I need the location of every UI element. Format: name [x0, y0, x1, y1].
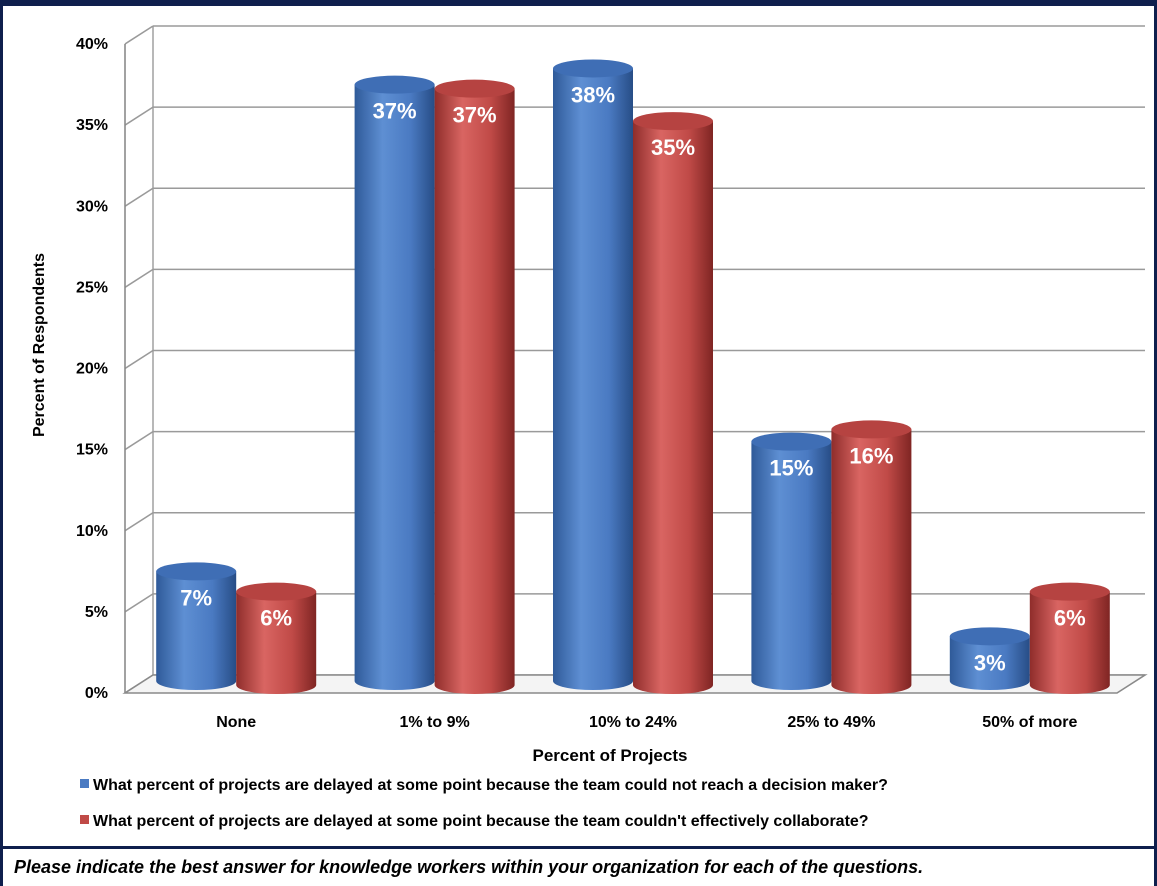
data-label: 16%	[849, 443, 893, 468]
bar: 7%	[156, 562, 237, 690]
y-tick-label: 40%	[76, 36, 108, 53]
bar-chart: 0% 5% 10% 15% 20% 25% 30% 35% 40% 7% 6% 37% 37% 38% 3…	[31, 25, 1148, 765]
legend-swatch-red	[80, 815, 89, 825]
bar-body	[949, 636, 1030, 690]
legend-item-blue: What percent of projects are delayed at …	[80, 777, 888, 795]
data-label: 35%	[651, 135, 695, 160]
y-tick-label: 35%	[76, 117, 108, 134]
bar-body	[236, 591, 317, 694]
bar: 35%	[633, 112, 713, 694]
gridline-diagonal	[124, 349, 154, 370]
bar-top	[949, 627, 1030, 646]
y-tick-label: 20%	[76, 361, 108, 378]
bar-body	[434, 88, 515, 694]
y-tick-label: 0%	[85, 685, 108, 702]
y-tick-label: 25%	[76, 279, 108, 296]
data-label: 3%	[974, 650, 1006, 675]
data-label: 6%	[260, 606, 292, 631]
bar-body	[831, 429, 912, 694]
bar-top	[236, 582, 317, 601]
gridline-diagonal	[124, 106, 154, 126]
bar-body	[354, 84, 435, 691]
gridline-diagonal	[124, 25, 154, 45]
bar-layer: 7% 6% 37% 37% 38% 35% 15% 16% 3% 6%	[156, 59, 1110, 694]
bar-body	[1029, 591, 1110, 694]
bar-body	[553, 68, 633, 690]
gridline-diagonal	[124, 430, 154, 451]
data-label: 37%	[453, 103, 497, 128]
legend-item-red: What percent of projects are delayed at …	[80, 813, 869, 831]
bar: 37%	[354, 75, 435, 691]
data-label: 15%	[769, 456, 813, 481]
bar: 15%	[751, 432, 832, 690]
bar-body	[633, 121, 713, 694]
y-tick-label: 30%	[76, 198, 108, 215]
gridline-diagonal	[124, 268, 154, 289]
gridline-diagonal	[124, 187, 154, 207]
bar: 16%	[831, 420, 912, 694]
bar-top	[633, 112, 713, 131]
bar: 6%	[236, 582, 317, 694]
x-tick-label: None	[216, 714, 256, 731]
bar-top	[156, 562, 237, 581]
data-label: 37%	[373, 99, 417, 124]
bar-top	[354, 75, 435, 94]
gridline-diagonal	[124, 512, 154, 532]
bar-top	[1029, 582, 1110, 601]
data-label: 7%	[180, 585, 212, 610]
legend-swatch-blue	[80, 779, 89, 789]
bar-body	[156, 571, 237, 690]
bar: 37%	[434, 79, 515, 694]
legend-label-red: What percent of projects are delayed at …	[93, 813, 869, 830]
x-axis-label: Percent of Projects	[533, 746, 688, 765]
bar: 38%	[553, 59, 633, 690]
y-axis-ticks: 0% 5% 10% 15% 20% 25% 30% 35% 40%	[76, 36, 108, 702]
bar-body	[751, 441, 832, 690]
y-tick-label: 5%	[85, 604, 108, 621]
x-tick-label: 25% to 49%	[787, 714, 875, 731]
y-tick-label: 15%	[76, 442, 108, 459]
bar: 6%	[1029, 582, 1110, 694]
footer-note: Please indicate the best answer for know…	[0, 846, 1157, 886]
bar-top	[751, 432, 832, 451]
gridline-diagonal	[124, 593, 154, 613]
bar-top	[434, 79, 515, 98]
bar-top	[831, 420, 912, 439]
x-tick-label: 10% to 24%	[589, 714, 677, 731]
bar-top	[553, 59, 633, 78]
x-axis-ticks: None 1% to 9% 10% to 24% 25% to 49% 50% of m…	[216, 714, 1077, 731]
data-label: 6%	[1054, 606, 1086, 631]
legend-label-blue: What percent of projects are delayed at …	[93, 777, 888, 794]
x-tick-label: 1% to 9%	[399, 714, 469, 731]
y-tick-label: 10%	[76, 523, 108, 540]
y-axis-label: Percent of Respondents	[31, 253, 48, 437]
bar: 3%	[949, 627, 1030, 690]
x-tick-label: 50% of more	[982, 714, 1077, 731]
data-label: 38%	[571, 82, 615, 107]
